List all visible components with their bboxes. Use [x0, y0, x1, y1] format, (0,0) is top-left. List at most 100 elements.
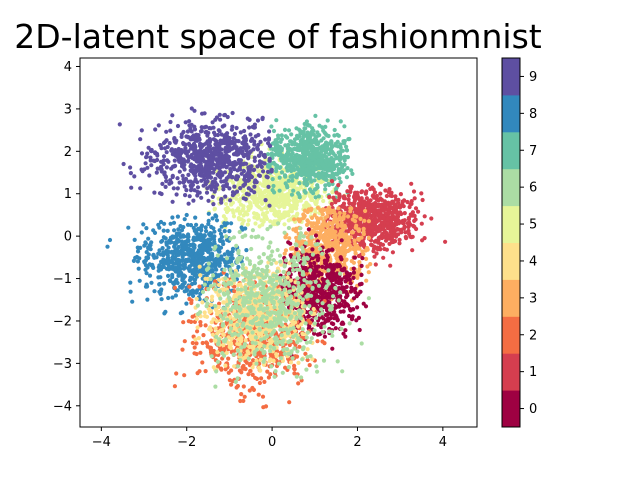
point-class-9	[184, 188, 189, 193]
point-class-7	[291, 164, 296, 169]
point-class-7	[345, 166, 350, 171]
point-class-9	[252, 167, 257, 172]
point-class-9	[230, 110, 235, 116]
point-class-7	[308, 134, 313, 139]
point-class-1	[327, 194, 332, 200]
point-class-7	[300, 159, 305, 164]
point-class-9	[145, 151, 150, 156]
point-class-9	[214, 157, 219, 162]
point-class-7	[292, 155, 297, 160]
point-class-9	[216, 128, 221, 133]
point-class-8	[164, 266, 169, 271]
point-class-0	[317, 332, 322, 337]
point-class-8	[202, 270, 207, 275]
point-class-8	[182, 263, 187, 268]
point-class-8	[203, 225, 208, 230]
point-class-5	[268, 199, 273, 204]
point-class-5	[283, 202, 288, 207]
point-class-8	[190, 281, 195, 287]
point-class-0	[310, 247, 315, 252]
point-class-3	[354, 223, 359, 228]
point-class-9	[247, 164, 253, 169]
point-class-8	[149, 280, 154, 285]
point-class-1	[443, 239, 448, 244]
point-class-5	[282, 222, 287, 227]
point-class-9	[216, 173, 221, 178]
point-class-2	[232, 289, 237, 294]
point-class-0	[306, 227, 311, 232]
point-class-5	[286, 195, 291, 200]
point-class-9	[253, 134, 258, 139]
point-class-3	[353, 219, 358, 224]
point-class-9	[219, 151, 224, 157]
point-class-9	[247, 125, 252, 130]
point-class-9	[206, 171, 211, 176]
point-class-0	[348, 281, 353, 286]
point-class-5	[231, 214, 237, 219]
point-class-7	[324, 172, 329, 177]
point-class-2	[195, 371, 200, 376]
point-class-9	[172, 158, 177, 163]
point-class-9	[214, 186, 219, 191]
point-class-3	[333, 215, 338, 220]
point-class-9	[164, 179, 169, 184]
point-class-7	[313, 135, 318, 140]
point-class-7	[321, 144, 326, 150]
point-class-8	[204, 229, 209, 234]
point-class-8	[174, 258, 179, 263]
point-class-1	[416, 209, 421, 214]
point-class-7	[325, 118, 330, 123]
point-class-8	[198, 247, 203, 252]
point-class-5	[289, 217, 294, 222]
point-class-5	[273, 213, 278, 218]
point-class-3	[357, 260, 362, 265]
point-class-7	[323, 159, 328, 164]
point-class-9	[252, 180, 257, 185]
point-class-3	[315, 217, 321, 222]
point-class-7	[292, 146, 297, 151]
point-class-8	[171, 281, 176, 286]
point-class-9	[248, 132, 253, 137]
point-class-9	[176, 146, 181, 152]
point-class-3	[345, 214, 351, 219]
point-class-7	[292, 137, 298, 142]
point-class-9	[234, 125, 239, 131]
point-class-3	[346, 248, 351, 253]
point-class-7	[277, 175, 282, 180]
point-class-9	[171, 186, 176, 191]
point-class-1	[413, 217, 418, 222]
point-class-9	[232, 131, 237, 137]
point-class-3	[363, 208, 368, 214]
point-class-9	[258, 139, 263, 144]
point-class-7	[274, 118, 279, 123]
point-class-8	[213, 265, 218, 270]
point-class-3	[351, 260, 356, 265]
point-class-8	[206, 218, 211, 223]
point-class-7	[311, 155, 316, 160]
point-class-9	[139, 128, 144, 133]
point-class-9	[204, 190, 210, 195]
point-class-7	[313, 113, 318, 118]
point-class-8	[172, 228, 177, 233]
point-class-8	[175, 214, 180, 219]
point-class-0	[339, 321, 344, 326]
point-class-8	[219, 224, 224, 229]
point-class-1	[410, 248, 415, 253]
point-class-2	[243, 358, 248, 363]
point-class-1	[376, 198, 381, 203]
point-class-7	[317, 123, 322, 128]
point-class-5	[256, 213, 261, 218]
point-class-1	[420, 197, 425, 203]
point-class-8	[132, 237, 137, 242]
point-class-9	[168, 178, 173, 183]
point-class-9	[193, 169, 198, 174]
point-class-1	[366, 182, 371, 187]
point-class-1	[329, 179, 335, 184]
point-class-1	[371, 187, 376, 192]
point-class-8	[200, 238, 205, 243]
point-class-5	[255, 204, 261, 209]
point-class-8	[174, 277, 179, 282]
point-class-0	[343, 279, 348, 284]
point-class-1	[406, 215, 411, 220]
point-class-9	[218, 117, 223, 122]
